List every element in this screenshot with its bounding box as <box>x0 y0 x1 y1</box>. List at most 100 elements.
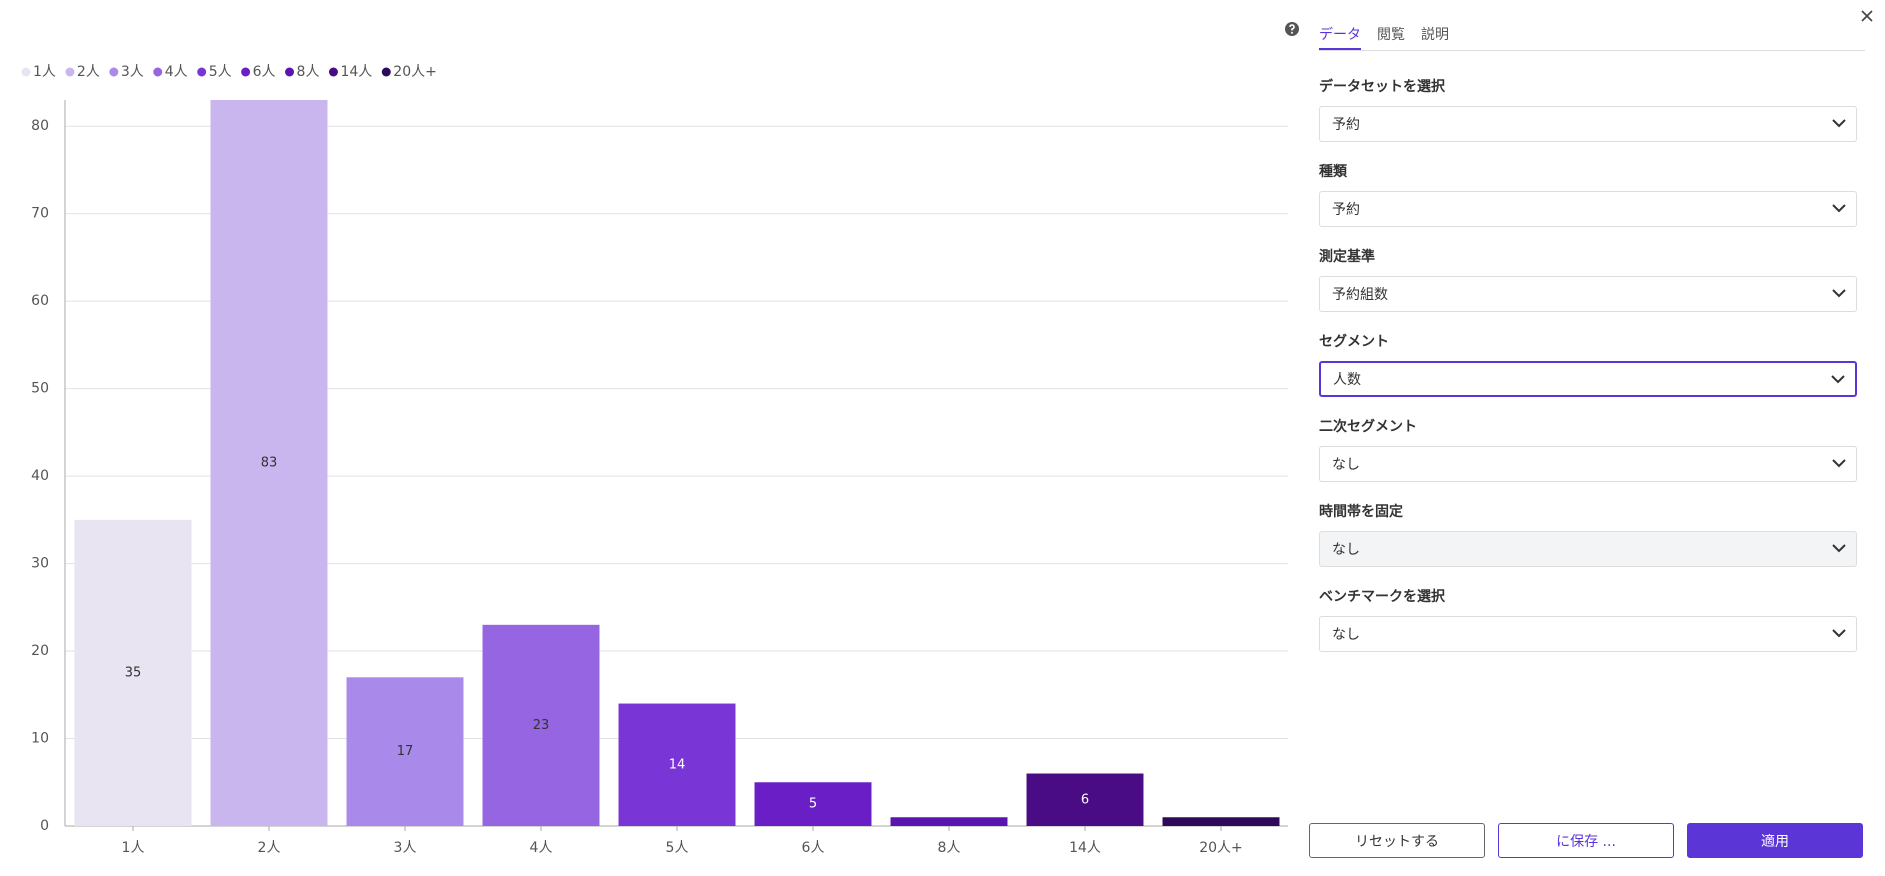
chevron-path <box>1832 204 1846 213</box>
field: データセットを選択予約 <box>1319 76 1857 142</box>
y-tick-label: 10 <box>31 731 49 747</box>
buttons: リセットする に保存 ... 適用 <box>1309 823 1863 858</box>
data-label: 23 <box>533 718 550 733</box>
legend-label: 1人 <box>33 64 56 80</box>
button[interactable]: 適用 <box>1687 823 1863 858</box>
field-label: 時間帯を固定 <box>1319 504 1403 520</box>
bar <box>618 703 736 826</box>
chevron <box>1832 459 1846 468</box>
field: 測定基準 予約組数 <box>1319 246 1857 312</box>
field-label: ベンチマークを選択 <box>1319 589 1445 605</box>
data-label: 35 <box>125 665 142 680</box>
legend-marker <box>153 67 163 77</box>
chevron-path <box>1832 629 1846 638</box>
dropdown[interactable]: 予約 <box>1319 191 1857 227</box>
y-tick-label: 20 <box>31 643 49 659</box>
legend-marker <box>65 67 75 77</box>
chevron <box>1831 375 1845 384</box>
bar <box>1026 773 1144 826</box>
legend-label: 4人 <box>165 64 188 80</box>
dropdown[interactable]: なし <box>1319 616 1857 652</box>
tab[interactable]: 説明 <box>1421 27 1449 43</box>
help-icon[interactable] <box>1284 21 1300 37</box>
chevron <box>1832 204 1846 213</box>
chevron <box>1832 629 1846 638</box>
y-tick-label: 0 <box>40 818 49 834</box>
legend-label: 14人 <box>340 64 372 80</box>
legend-marker <box>197 67 207 77</box>
bar <box>754 782 872 826</box>
data-label: 5 <box>809 797 817 812</box>
dropdown[interactable]: 人数 <box>1319 361 1857 397</box>
field-label: データセットを選択 <box>1319 79 1445 95</box>
bar <box>890 817 1008 826</box>
legend-marker <box>381 67 391 77</box>
dropdown[interactable]: なし <box>1319 446 1857 482</box>
tabs: データ 閲覧 説明 <box>1319 20 1865 51</box>
y-tick-label: 80 <box>31 118 49 134</box>
dropdown[interactable]: 予約組数 <box>1319 276 1857 312</box>
chevron-path <box>1832 289 1846 298</box>
legend-label: 2人 <box>77 64 100 80</box>
data-label: 83 <box>261 456 278 471</box>
x-tick-label: 5人 <box>666 840 689 856</box>
dropdown[interactable]: 予約 <box>1319 106 1857 142</box>
x-tick-label: 20人+ <box>1199 840 1243 856</box>
x-tick-label: 6人 <box>802 840 825 856</box>
button[interactable]: に保存 ... <box>1498 823 1674 858</box>
field-label: セグメント <box>1319 334 1389 350</box>
field-label: 二次セグメント <box>1319 419 1417 435</box>
bar <box>74 519 192 826</box>
button[interactable]: リセットする <box>1309 823 1485 858</box>
legend-label: 3人 <box>121 64 144 80</box>
legend-marker <box>285 67 295 77</box>
field: ベンチマークを選択なし <box>1319 586 1857 652</box>
data-label: 14 <box>669 757 686 772</box>
y-tick-label: 60 <box>31 293 49 309</box>
chevron <box>1832 544 1846 553</box>
legend-label: 6人 <box>253 64 276 80</box>
field-label: 種類 <box>1319 164 1347 180</box>
chevron-path <box>1832 119 1846 128</box>
chevron-path <box>1832 544 1846 553</box>
chevron-path <box>1831 375 1845 384</box>
legend-marker <box>241 67 251 77</box>
bar <box>1162 817 1280 826</box>
field: セグメント 人数 <box>1319 331 1857 397</box>
bar <box>210 100 328 826</box>
x-tick-label: 14人 <box>1069 840 1101 856</box>
field: 二次セグメント なし <box>1319 416 1857 482</box>
tab[interactable]: 閲覧 <box>1377 27 1405 43</box>
y-tick-label: 30 <box>31 556 49 572</box>
dropdown[interactable]: なし <box>1319 531 1857 567</box>
close-icon[interactable] <box>1859 8 1875 24</box>
fields: データセットを選択 予約 種類 予約 測定基準 予約組数 セグメント 人数 二次セグメント なし時… <box>1319 76 1857 652</box>
x-tick-label: 8人 <box>938 840 961 856</box>
data-label: 17 <box>397 744 414 759</box>
x-tick-label: 1人 <box>122 840 145 856</box>
x-tick-label: 3人 <box>394 840 417 856</box>
legend-marker <box>328 67 338 77</box>
chart: 0 10 20 30 40 50 60 70 80 1人 2人 3人 4人 5人 6人 8人 14人 20人+ 1人… <box>21 64 1288 856</box>
legend-marker <box>109 67 119 77</box>
field: 時間帯を固定 なし <box>1319 501 1857 567</box>
field: 種類 予約 <box>1319 161 1857 227</box>
chevron <box>1832 119 1846 128</box>
chevron-path <box>1832 459 1846 468</box>
legend-marker <box>21 67 31 77</box>
data-label: 6 <box>1081 792 1089 807</box>
legend-label: 20人+ <box>393 64 437 80</box>
x-tick-label: 2人 <box>258 840 281 856</box>
tab[interactable]: データ <box>1319 20 1361 50</box>
legend-label: 8人 <box>297 64 320 80</box>
bar <box>482 624 600 826</box>
x-tick-label: 4人 <box>530 840 553 856</box>
y-tick-label: 70 <box>31 206 49 222</box>
bar <box>346 677 464 826</box>
settings-panel: データ 閲覧 説明 データセットを選択 予約 種類 予約 測定基準 予約組数 セグメント 人数 二次… <box>1309 0 1865 876</box>
legend-label: 5人 <box>209 64 232 80</box>
field-label: 測定基準 <box>1319 249 1375 265</box>
y-tick-label: 40 <box>31 468 49 484</box>
chevron <box>1832 289 1846 298</box>
